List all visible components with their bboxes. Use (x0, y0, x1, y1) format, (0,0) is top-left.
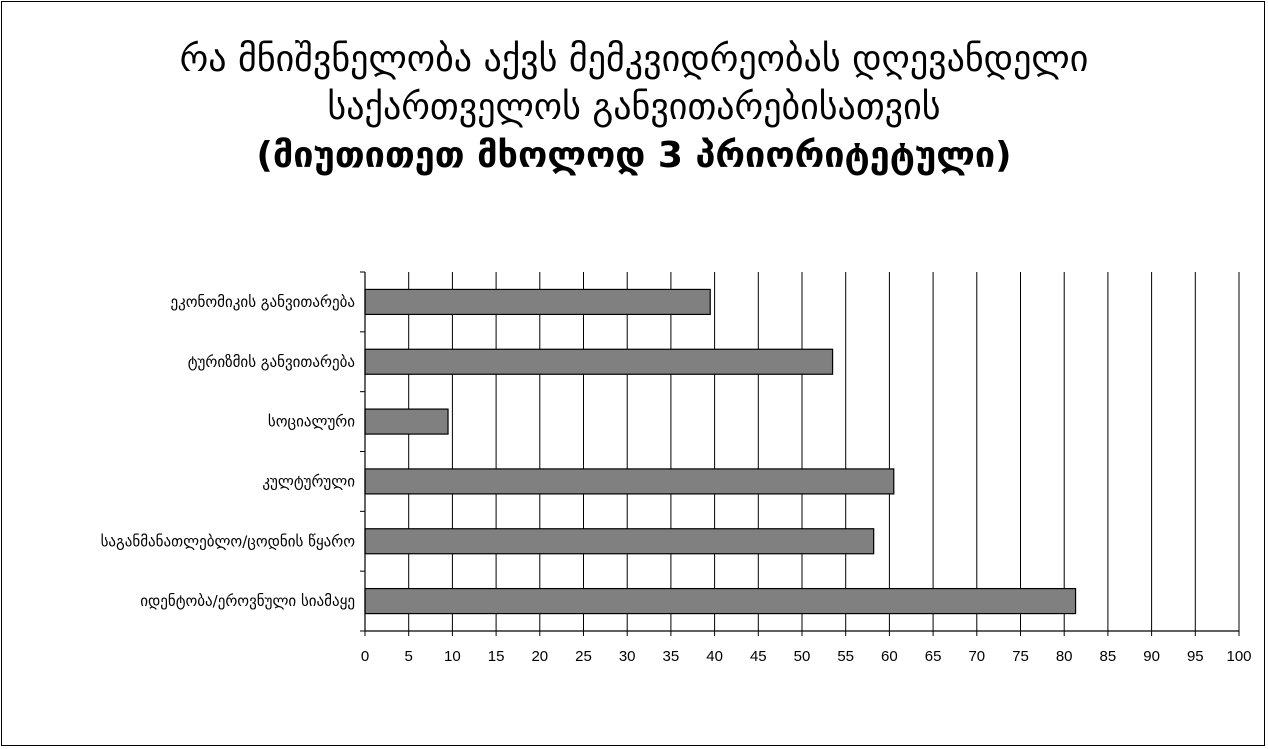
x-tick-label: 40 (706, 648, 723, 665)
x-tick-label: 15 (488, 648, 505, 665)
category-label: იდენტობა/ეროვნული სიამაყე (140, 592, 355, 610)
bar (364, 528, 875, 555)
category-label: ეკონომიკის განვითარება (170, 293, 355, 311)
x-tick-label: 100 (1226, 648, 1251, 665)
x-tick-label: 60 (881, 648, 898, 665)
chart-title-line-1: რა მნიშვნელობა აქვს მემკვიდრეობას დღევან… (179, 39, 1089, 80)
x-tick-label: 50 (794, 648, 811, 665)
category-label: საგანმანათლებლო/ცოდნის წყარო (101, 532, 356, 550)
bar (364, 408, 449, 435)
x-tick-label: 90 (1143, 648, 1160, 665)
x-tick-label: 70 (968, 648, 985, 665)
category-label: ტურიზმის განვითარება (188, 353, 355, 371)
x-tick-label: 55 (837, 648, 854, 665)
x-tick-label: 10 (444, 648, 461, 665)
bar (364, 587, 1077, 615)
bar (364, 288, 711, 316)
bar (364, 348, 834, 375)
x-tick-label: 20 (531, 648, 548, 665)
category-label: სოციალური (268, 413, 355, 431)
chart-title-line-2: საქართველოს განვითარებისათვის (327, 87, 941, 128)
x-tick-label: 45 (750, 648, 767, 665)
bar (364, 468, 895, 495)
chart-title: რა მნიშვნელობა აქვს მემკვიდრეობას დღევან… (2, 36, 1266, 180)
x-tick-label: 95 (1187, 648, 1204, 665)
x-tick-label: 85 (1100, 648, 1117, 665)
chart-title-line-3: (მიუთითეთ მხოლოდ 3 პრიორიტეტული) (256, 135, 1012, 176)
x-tick-label: 25 (575, 648, 592, 665)
x-tick-label: 35 (663, 648, 680, 665)
x-tick-label: 75 (1012, 648, 1029, 665)
category-label: კულტურული (262, 472, 355, 490)
x-tick-label: 65 (925, 648, 942, 665)
x-tick-label: 5 (405, 648, 413, 665)
x-tick-label: 0 (361, 648, 369, 665)
x-tick-label: 30 (619, 648, 636, 665)
x-tick-label: 80 (1056, 648, 1073, 665)
